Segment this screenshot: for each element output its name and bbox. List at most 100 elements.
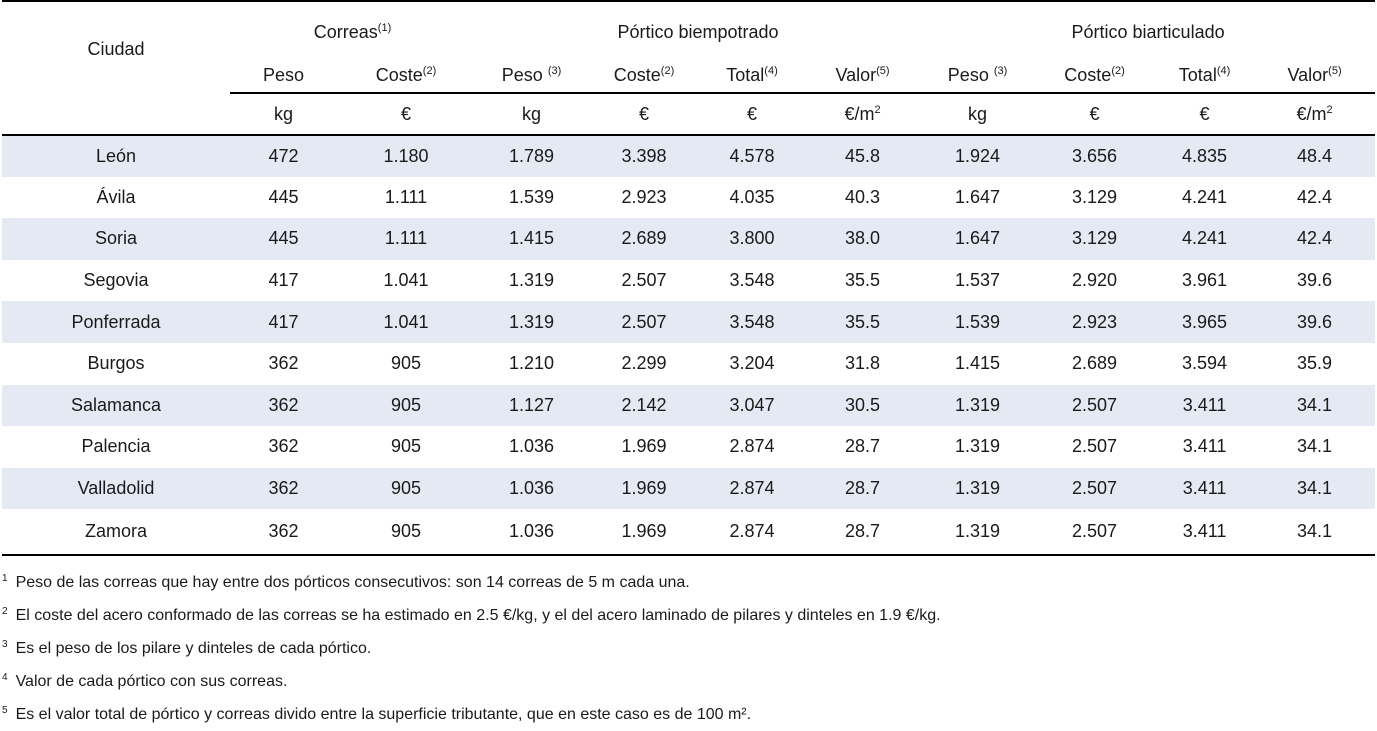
footnote-text: Es el valor total de pórtico y correas d… — [15, 706, 752, 723]
cell-c-peso: 417 — [230, 301, 337, 343]
unit-eur: € — [1034, 92, 1156, 135]
footnote-ref: (5) — [876, 64, 890, 77]
header-label: Coste — [1064, 64, 1112, 85]
cell-e-total: 3.204 — [729, 353, 775, 374]
header-correas-peso: Peso — [230, 58, 337, 93]
cell-ciudad: Segovia — [83, 270, 149, 291]
cell-c-coste: 905 — [390, 521, 422, 542]
footnote-ref: (2) — [1111, 64, 1125, 77]
footnotes: 1 Peso de las correas que hay entre dos p… — [0, 566, 1377, 731]
cell-a-total: 3.411 — [1182, 521, 1227, 542]
header-biarticulado-valor: Valor(5) — [1254, 58, 1375, 93]
cell-e-coste: 1.969 — [621, 436, 667, 457]
cell-e-coste: 2.689 — [588, 218, 701, 260]
header-ciudad-label: Ciudad — [87, 39, 145, 59]
footnote-text: Valor de cada pórtico con sus correas. — [15, 673, 288, 690]
footnote-text: El coste del acero conformado de las cor… — [15, 607, 941, 624]
cell-a-peso: 1.319 — [955, 521, 1001, 542]
header-label: Valor — [835, 64, 877, 85]
table-row: Salamanca 362 905 1.127 2.142 3.047 30.5 1.319 2… — [2, 384, 1376, 427]
cell-a-valor: 42.4 — [1254, 218, 1376, 260]
cell-a-valor: 42.4 — [1297, 186, 1333, 207]
footnote-ref: (3) — [993, 64, 1008, 77]
header-label: Peso — [947, 64, 989, 85]
cell-a-valor: 34.1 — [1297, 436, 1333, 457]
footnote: 4 Valor de cada pórtico con sus correas. — [0, 665, 1377, 698]
header-biempotrado-valor: Valor(5) — [804, 58, 921, 93]
cell-e-total: 4.578 — [700, 135, 805, 177]
cell-a-valor: 34.1 — [1254, 384, 1376, 427]
cell-ciudad: León — [2, 135, 230, 177]
cell-c-coste: 1.111 — [384, 186, 428, 207]
header-label: Total — [726, 64, 765, 85]
cell-a-peso: 1.319 — [955, 436, 1001, 457]
cell-ciudad: Soria — [2, 218, 230, 260]
cell-a-total: 3.411 — [1155, 384, 1255, 427]
cell-a-coste: 2.507 — [1034, 467, 1156, 510]
cell-c-coste: 905 — [337, 384, 476, 427]
cell-ciudad: Palencia — [81, 436, 151, 457]
cell-c-coste: 905 — [390, 353, 422, 374]
cell-a-total: 4.241 — [1155, 218, 1255, 260]
cell-a-valor: 48.4 — [1254, 135, 1376, 177]
unit-eur: € — [700, 92, 805, 135]
cell-a-valor: 35.9 — [1297, 353, 1333, 374]
header-biempotrado: Pórtico biempotrado — [617, 21, 779, 42]
cell-a-valor: 39.6 — [1297, 270, 1333, 291]
cell-e-total: 3.548 — [700, 301, 805, 343]
footnote-ref: (4) — [1216, 64, 1231, 77]
cell-e-peso: 1.036 — [475, 467, 589, 510]
footnote: 2 El coste del acero conformado de las co… — [0, 599, 1377, 632]
cell-c-coste: 1.180 — [337, 135, 476, 177]
cell-a-total: 3.411 — [1182, 436, 1227, 457]
table-row: Valladolid 362 905 1.036 1.969 2.874 28.7 1.319… — [2, 467, 1376, 510]
header-label: Coste — [613, 64, 661, 85]
cell-c-peso: 362 — [230, 384, 337, 427]
header-correas: Correas(1) — [230, 1, 475, 58]
cell-e-peso: 1.415 — [475, 218, 589, 260]
header-label: Total — [1178, 64, 1217, 85]
cell-ciudad: Ávila — [96, 186, 136, 207]
cell-e-valor: 28.7 — [804, 467, 922, 510]
header-biarticulado-coste: Coste(2) — [1034, 58, 1155, 93]
header-label: Coste — [375, 64, 423, 85]
cell-a-coste: 3.129 — [1072, 186, 1118, 207]
cell-a-peso: 1.319 — [921, 384, 1035, 427]
table-header: Ciudad Correas(1) Pórtico biempotrado Pó… — [2, 1, 1376, 135]
table-row: Ávila 445 1.111 1.539 2.923 4.035 40.3 1.647 3.1… — [2, 177, 1375, 219]
header-biempotrado-coste: Coste(2) — [588, 58, 700, 93]
unit-kg: kg — [475, 92, 589, 135]
cell-e-total: 3.548 — [729, 270, 775, 291]
cell-e-total: 2.874 — [700, 467, 805, 510]
cell-a-coste: 3.656 — [1034, 135, 1156, 177]
unit-eur-m2: €/m2 — [804, 92, 922, 135]
cell-a-coste: 3.129 — [1034, 218, 1156, 260]
table-body: León 472 1.180 1.789 3.398 4.578 45.8 1.924 3.65… — [2, 135, 1376, 556]
cell-e-valor: 38.0 — [804, 218, 922, 260]
cell-a-peso: 1.924 — [921, 135, 1035, 177]
cell-e-total: 3.800 — [700, 218, 805, 260]
cell-e-valor: 28.7 — [845, 436, 881, 457]
cost-table: Ciudad Correas(1) Pórtico biempotrado Pó… — [2, 0, 1376, 556]
footnote-text: Peso de las correas que hay entre dos pó… — [15, 574, 690, 591]
header-label: Peso — [262, 64, 305, 85]
header-biarticulado-peso: Peso (3) — [921, 58, 1034, 93]
cell-a-coste: 2.507 — [1072, 521, 1118, 542]
footnote-number: 1 — [2, 572, 8, 584]
cell-c-peso: 362 — [268, 353, 299, 374]
cell-e-coste: 2.507 — [588, 301, 701, 343]
cell-e-valor: 31.8 — [845, 353, 881, 374]
header-biarticulado-total: Total(4) — [1155, 58, 1254, 93]
cell-a-coste: 2.920 — [1072, 270, 1118, 291]
cell-e-peso: 1.319 — [508, 270, 555, 291]
table-row: Ponferrada 417 1.041 1.319 2.507 3.548 35.5 1.5… — [2, 301, 1376, 343]
cell-e-valor: 28.7 — [845, 521, 881, 542]
cell-ciudad: Salamanca — [2, 384, 230, 427]
cell-c-coste: 1.041 — [337, 301, 476, 343]
cell-e-total: 2.874 — [729, 436, 775, 457]
cell-c-peso: 362 — [268, 521, 299, 542]
header-ciudad-unit — [2, 93, 230, 135]
cell-a-coste: 2.923 — [1034, 301, 1156, 343]
cell-e-coste: 1.969 — [588, 467, 701, 510]
